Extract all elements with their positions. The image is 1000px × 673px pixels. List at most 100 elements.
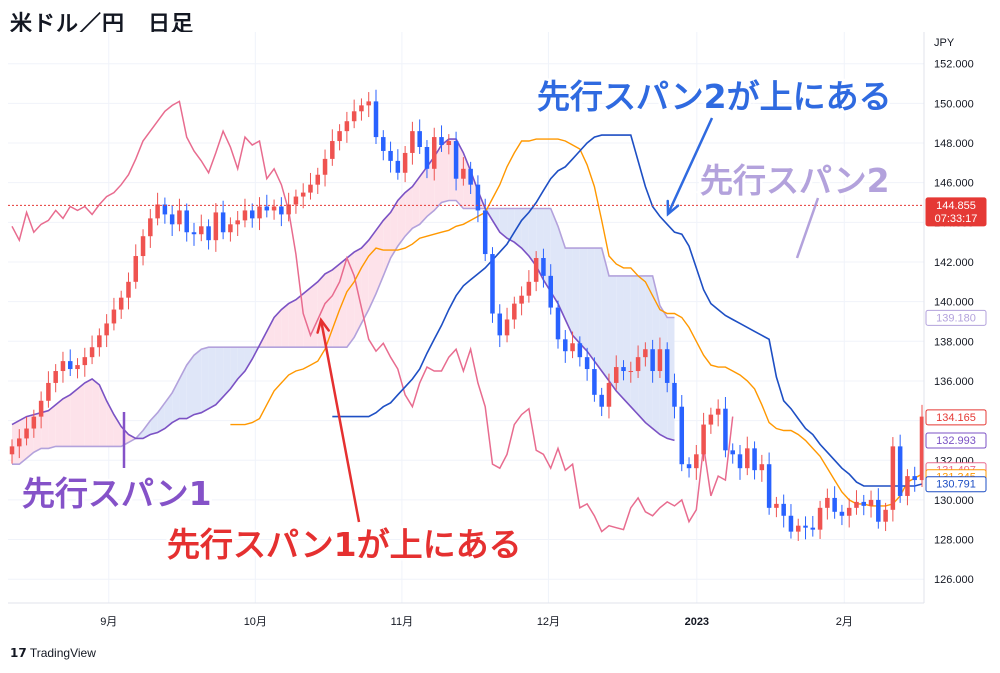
candle-body <box>519 295 524 304</box>
cloud-segment <box>528 208 537 266</box>
y-tick-label: 130.000 <box>934 495 974 507</box>
span2-above-arrow-head <box>666 199 680 217</box>
candle-body <box>82 357 88 366</box>
cloud-segment <box>310 281 318 348</box>
cloud-segment <box>84 378 93 447</box>
candle-body <box>650 349 655 372</box>
candle-body <box>868 499 874 506</box>
candle-body <box>774 503 779 508</box>
candle-body <box>53 371 58 383</box>
candle-body <box>359 105 364 112</box>
cloud-segment <box>237 347 245 379</box>
cloud-segment <box>99 384 107 447</box>
cloud-segment <box>594 248 602 372</box>
candle-body <box>839 511 845 516</box>
y-tick-label: 152.000 <box>934 59 974 71</box>
candle-body <box>766 464 772 508</box>
candle-body <box>169 214 175 225</box>
candle-body <box>628 371 634 373</box>
cloud-segment <box>419 166 427 225</box>
candle-body <box>431 137 437 169</box>
cloud-segment <box>62 394 71 447</box>
tradingview-logo[interactable]: 𝟭𝟳 TradingView <box>10 646 96 660</box>
candle-body <box>563 339 568 352</box>
x-tick-label: 2023 <box>685 616 709 628</box>
cloud-segment <box>492 208 500 233</box>
candle-body <box>919 416 925 481</box>
candle-body <box>118 297 124 310</box>
cloud-segment <box>361 240 369 324</box>
cloud-segment <box>179 365 187 419</box>
cloud-segment <box>230 347 238 389</box>
candle-body <box>817 507 823 530</box>
chikou-span-line <box>11 100 734 533</box>
cloud-segment <box>295 293 304 348</box>
candle-body <box>184 210 189 233</box>
price-label: 139.180 <box>936 312 976 324</box>
candle-body <box>613 367 619 383</box>
candle-body <box>788 515 794 532</box>
candle-body <box>322 158 328 175</box>
kijun-sen-line <box>332 134 923 487</box>
candle-body <box>701 424 706 455</box>
candle-body <box>905 476 910 496</box>
candle-body <box>351 111 357 122</box>
span2-above-arrow <box>666 117 714 215</box>
candle-body <box>730 450 735 455</box>
candle-body <box>541 258 546 276</box>
cloud-segment <box>281 303 289 348</box>
y-tick-label: 138.000 <box>934 336 974 348</box>
x-tick-label: 11月 <box>391 616 413 628</box>
candle-body <box>17 438 22 447</box>
price-label-box <box>925 309 987 326</box>
candle-body <box>439 137 444 146</box>
candle-body <box>606 382 612 407</box>
candle-body <box>38 400 44 417</box>
price-label: 144.855 <box>936 200 976 212</box>
candle-body <box>825 497 830 508</box>
candle-body <box>395 160 401 173</box>
candle-body <box>810 527 816 530</box>
candle-body <box>366 101 371 106</box>
cloud-segment <box>208 347 216 409</box>
price-label: 134.165 <box>936 412 976 424</box>
candle-body <box>111 309 117 324</box>
candle-body <box>548 275 553 308</box>
candle-body <box>846 507 852 516</box>
candle-body <box>555 307 561 340</box>
price-label-time: 07:33:17 <box>935 213 978 225</box>
candle-body <box>679 406 685 465</box>
candle-body <box>672 382 677 407</box>
y-tick-label: 142.000 <box>934 257 974 269</box>
span1-above-arrow-head <box>316 317 330 334</box>
y-tick-label: 150.000 <box>934 98 974 110</box>
candle-body <box>599 394 604 407</box>
candle-body <box>468 168 473 185</box>
candle-body <box>199 226 204 235</box>
candle-body <box>497 313 503 336</box>
price-label: 130.791 <box>936 479 976 491</box>
candle-body <box>330 141 335 159</box>
candle-body <box>242 210 248 221</box>
price-label-box <box>925 432 987 449</box>
cloud-segment <box>48 404 56 449</box>
cloud-segment <box>630 275 639 415</box>
candle-body <box>235 220 240 225</box>
cloud-segment <box>376 220 384 294</box>
candle-body <box>140 236 146 257</box>
candle-body <box>257 206 262 219</box>
candle-body <box>162 204 168 215</box>
cloud-segment <box>113 414 122 447</box>
cloud-segment <box>303 287 311 348</box>
cloud-segment <box>92 378 100 447</box>
candle-body <box>446 141 452 146</box>
x-tick-label: 2月 <box>836 616 853 628</box>
candle-body <box>344 121 350 132</box>
cloud-segment <box>288 299 296 348</box>
candle-body <box>461 168 466 179</box>
cloud-segment <box>441 139 449 203</box>
cloud-segment <box>186 355 194 419</box>
